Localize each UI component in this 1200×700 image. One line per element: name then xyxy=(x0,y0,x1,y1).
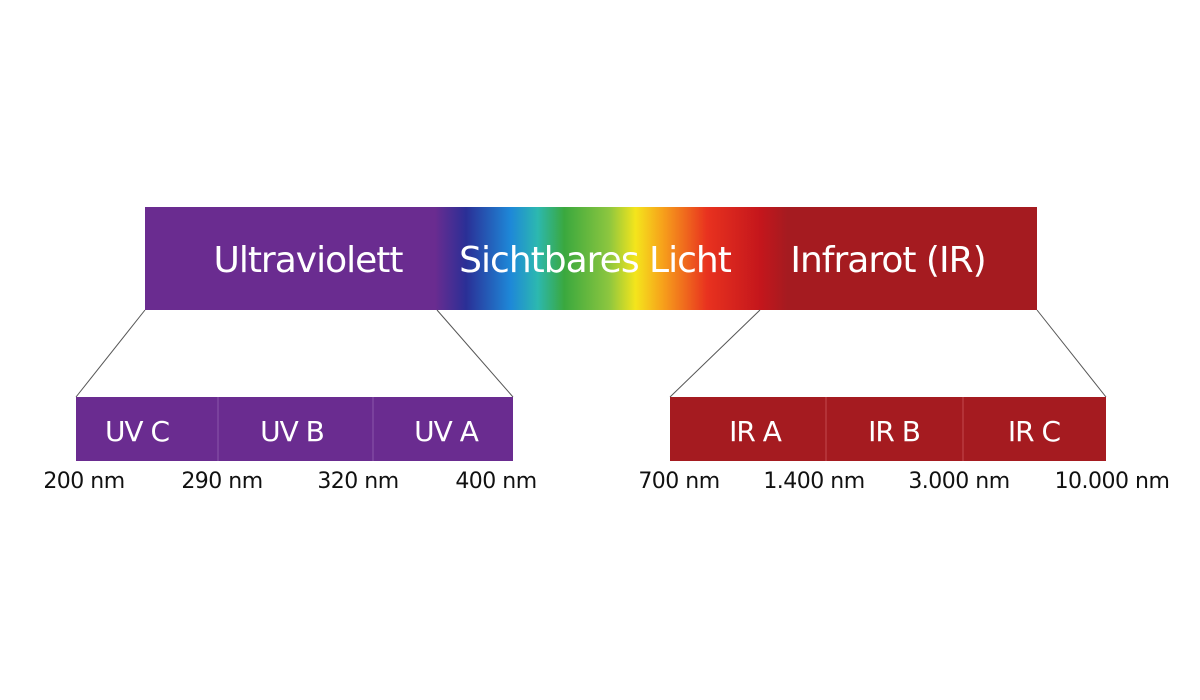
connector-lines xyxy=(75,309,1107,398)
uv-bar xyxy=(76,397,513,461)
spectrum-bar xyxy=(145,207,1037,310)
wavelength-label: 200 nm xyxy=(43,469,124,494)
wavelength-label: 10.000 nm xyxy=(1055,469,1170,494)
band-label: Sichtbares Licht xyxy=(459,240,732,281)
band-label: Ultraviolett xyxy=(213,240,403,281)
segment-label: IR A xyxy=(729,415,782,448)
wavelength-label: 1.400 nm xyxy=(763,469,864,494)
wavelength-label: 3.000 nm xyxy=(908,469,1009,494)
wavelength-label: 320 nm xyxy=(317,469,398,494)
segment-label: UV A xyxy=(414,415,479,448)
wavelength-label: 290 nm xyxy=(181,469,262,494)
segment-label: UV B xyxy=(260,415,324,448)
wavelength-label: 700 nm xyxy=(638,469,719,494)
segment-label: IR B xyxy=(868,415,920,448)
segment-label: UV C xyxy=(105,415,170,448)
ir-bar xyxy=(670,397,1106,461)
segment-label: IR C xyxy=(1008,415,1061,448)
wavelength-label: 400 nm xyxy=(455,469,536,494)
band-label: Infrarot (IR) xyxy=(790,240,985,281)
